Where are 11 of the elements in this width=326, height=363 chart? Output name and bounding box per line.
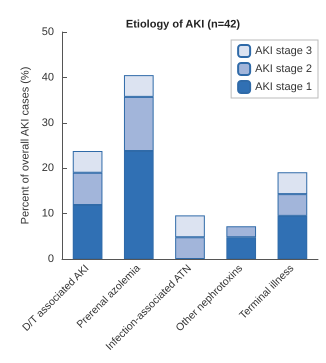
- y-tick-label: 10: [42, 208, 54, 220]
- legend-label: AKI stage 1: [255, 81, 312, 93]
- y-tick-label: 20: [42, 162, 54, 174]
- legend-label: AKI stage 2: [255, 63, 312, 75]
- y-tick-label: 30: [42, 116, 54, 129]
- chart-title: Etiology of AKI (n=42): [126, 18, 240, 30]
- legend-label: AKI stage 3: [255, 45, 312, 57]
- y-tick-label: 50: [42, 26, 54, 38]
- y-tick-label: 0: [48, 253, 54, 265]
- y-axis-title: Percent of overall AKI cases (%): [19, 66, 32, 224]
- y-tick-label: 40: [42, 71, 54, 84]
